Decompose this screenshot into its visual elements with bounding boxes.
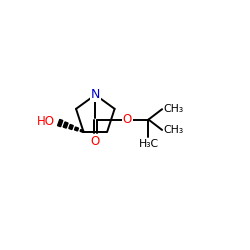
Polygon shape <box>74 127 78 131</box>
Text: HO: HO <box>37 115 55 128</box>
Text: H₃C: H₃C <box>138 138 158 148</box>
Text: O: O <box>123 113 132 126</box>
Text: N: N <box>91 88 100 101</box>
Text: CH₃: CH₃ <box>163 125 183 135</box>
Polygon shape <box>63 122 68 128</box>
Polygon shape <box>58 120 63 127</box>
Text: CH₃: CH₃ <box>163 104 183 114</box>
Polygon shape <box>80 130 84 132</box>
Text: O: O <box>91 135 100 148</box>
Polygon shape <box>69 124 73 130</box>
